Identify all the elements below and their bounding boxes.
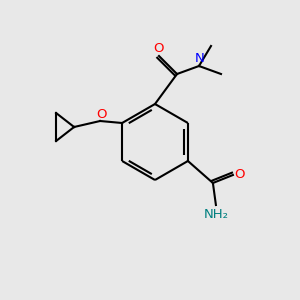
Text: O: O [153,43,163,56]
Text: N: N [195,52,205,65]
Text: O: O [96,107,106,121]
Text: O: O [235,167,245,181]
Text: NH₂: NH₂ [203,208,228,220]
